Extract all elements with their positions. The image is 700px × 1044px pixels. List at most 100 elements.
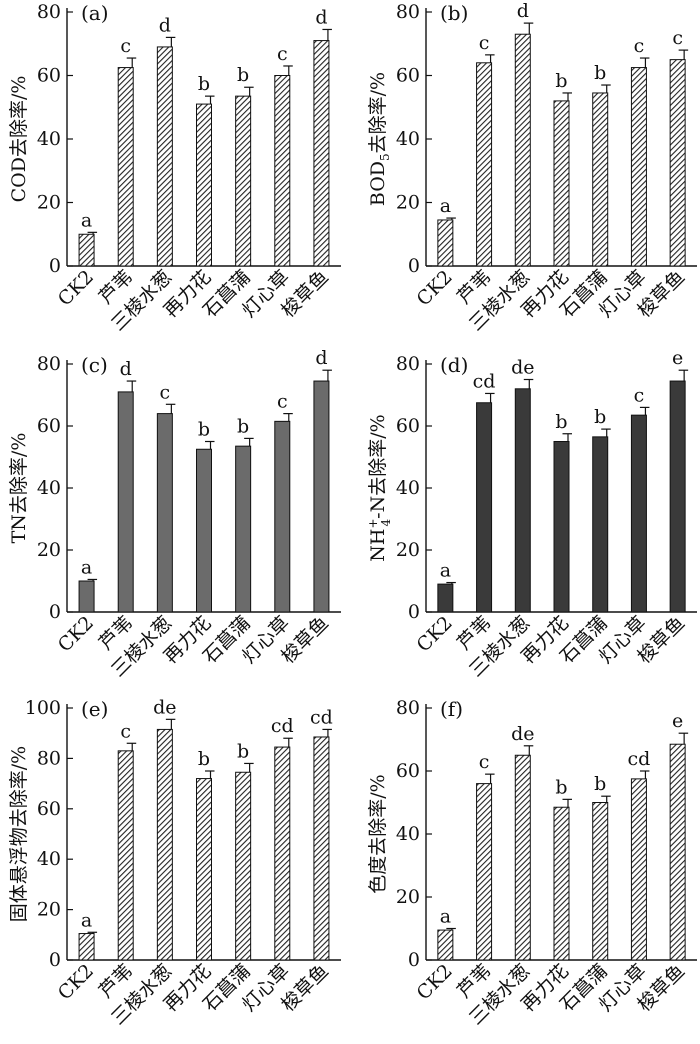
bar [78, 233, 95, 267]
significance-letter: c [277, 391, 288, 413]
y-tick-label: 60 [396, 760, 420, 782]
significance-letter: b [594, 62, 606, 84]
significance-letter: b [237, 740, 249, 762]
y-tick-label: 20 [37, 899, 61, 921]
bar [592, 92, 609, 267]
y-axis-label: BOD5去除率/% [367, 72, 392, 206]
significance-letter: c [160, 381, 171, 403]
bar [117, 750, 134, 961]
bar [196, 103, 212, 267]
y-axis-label-rest: -N去除率/% [367, 414, 389, 519]
y-tick-label: 20 [37, 539, 61, 561]
y-tick-label: 60 [396, 65, 420, 87]
y-tick-label: 80 [396, 1, 420, 23]
bar [553, 441, 570, 613]
significance-letter: c [634, 384, 645, 406]
bar [235, 771, 252, 961]
panel-label: (b) [440, 1, 468, 25]
significance-letter: c [634, 35, 645, 57]
significance-letter: cd [310, 706, 333, 728]
significance-letter: d [159, 14, 171, 36]
y-axis-label: 固体悬浮物去除率/% [8, 746, 30, 922]
significance-letter: a [81, 556, 92, 578]
y-tick-label: 40 [396, 477, 420, 499]
y-tick-label: 20 [396, 192, 420, 214]
bar [669, 743, 686, 961]
y-tick-label: 20 [396, 886, 420, 908]
bar [630, 414, 647, 613]
significance-letter: c [672, 27, 683, 49]
bar [592, 436, 609, 613]
bar [437, 929, 454, 961]
bar [630, 778, 647, 961]
bar [437, 583, 454, 613]
y-tick-label: 80 [396, 697, 420, 719]
significance-letter: d [315, 6, 327, 28]
significance-letter: c [479, 751, 490, 773]
significance-letter: b [555, 776, 567, 798]
bar [156, 413, 173, 613]
y-tick-label: 20 [396, 539, 420, 561]
significance-letter: c [120, 35, 131, 57]
bar [156, 46, 173, 267]
y-axis-label-rest: 去除率/% [367, 72, 389, 153]
y-tick-label: 0 [408, 255, 420, 277]
y-tick-label: 0 [408, 601, 420, 623]
significance-letter: de [511, 723, 534, 745]
significance-letter: a [440, 906, 451, 928]
bar [630, 67, 647, 267]
y-tick-label: 80 [37, 1, 61, 23]
y-axis-label: TN去除率/% [8, 433, 30, 544]
panel-label: (e) [81, 697, 108, 721]
significance-letter: b [594, 773, 606, 795]
y-tick-label: 40 [396, 823, 420, 845]
significance-letter: c [277, 43, 288, 65]
bar [117, 67, 134, 267]
significance-letter: b [198, 419, 210, 441]
significance-letter: e [672, 347, 683, 369]
significance-letter: b [198, 73, 210, 95]
bar [313, 736, 330, 961]
bar [235, 95, 252, 267]
significance-letter: a [81, 209, 92, 231]
significance-letter: de [511, 357, 534, 379]
significance-letter: cd [271, 715, 294, 737]
panel-label: (c) [81, 353, 108, 377]
bar [78, 933, 95, 961]
significance-letter: d [315, 347, 327, 369]
y-tick-label: 40 [37, 477, 61, 499]
bar [514, 388, 531, 613]
bar [592, 802, 609, 961]
bar [313, 380, 330, 613]
y-tick-label: 60 [37, 415, 61, 437]
bar [156, 728, 173, 961]
y-tick-label: 80 [37, 747, 61, 769]
bar [476, 402, 493, 613]
y-tick-label: 100 [25, 697, 61, 719]
y-tick-label: 60 [37, 65, 61, 87]
y-axis-label-sub: 5 [378, 153, 392, 161]
panel-label: (d) [440, 353, 468, 377]
bar [437, 219, 454, 267]
bar [669, 380, 686, 613]
bar [274, 420, 291, 613]
y-tick-label: 80 [396, 353, 420, 375]
y-axis-label-main: NH [367, 529, 389, 562]
bar [274, 75, 291, 267]
bar [196, 778, 212, 961]
panel-label: (f) [440, 697, 463, 721]
significance-letter: d [120, 358, 132, 380]
y-tick-label: 0 [49, 255, 61, 277]
bar [476, 783, 493, 961]
significance-letter: b [237, 64, 249, 86]
bar [78, 580, 95, 613]
y-tick-label: 60 [396, 415, 420, 437]
y-tick-label: 40 [396, 128, 420, 150]
